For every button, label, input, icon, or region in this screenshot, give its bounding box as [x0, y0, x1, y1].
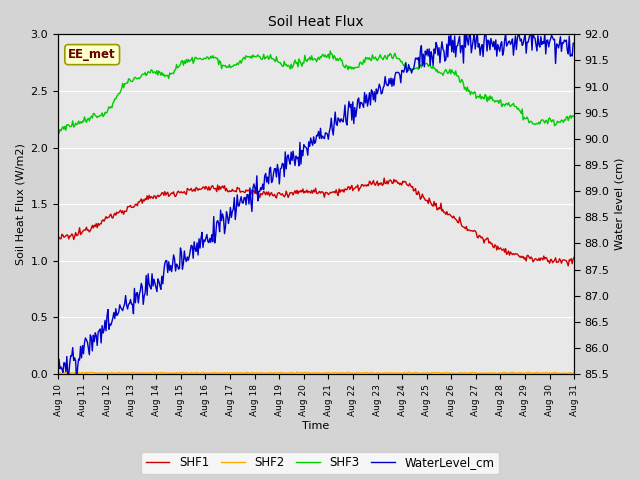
Title: Soil Heat Flux: Soil Heat Flux — [268, 15, 364, 29]
SHF3 — [526, 119, 534, 124]
SHF3 — [570, 113, 578, 119]
SHF1 — [380, 175, 388, 181]
SHF2 — [363, 370, 371, 375]
SHF1 — [361, 182, 369, 188]
Legend: SHF1, SHF2, SHF3, WaterLevel_cm: SHF1, SHF2, SHF3, WaterLevel_cm — [141, 452, 499, 474]
SHF2 — [150, 370, 158, 375]
SHF2 — [186, 371, 193, 377]
SHF1 — [54, 236, 62, 241]
WaterLevel_cm — [151, 281, 159, 287]
WaterLevel_cm — [113, 312, 120, 318]
Y-axis label: Soil Heat Flux (W/m2): Soil Heat Flux (W/m2) — [15, 144, 25, 265]
SHF1 — [112, 212, 120, 218]
WaterLevel_cm — [526, 31, 534, 36]
SHF3 — [150, 69, 158, 75]
SHF2 — [54, 370, 62, 376]
Line: SHF1: SHF1 — [58, 178, 574, 266]
SHF3 — [230, 62, 238, 68]
SHF3 — [54, 131, 62, 137]
SHF1 — [526, 256, 534, 262]
WaterLevel_cm — [547, 36, 554, 42]
Text: EE_met: EE_met — [68, 48, 116, 61]
SHF1 — [230, 188, 238, 194]
SHF2 — [547, 370, 554, 376]
SHF1 — [564, 263, 572, 269]
SHF3 — [546, 115, 554, 121]
Line: WaterLevel_cm: WaterLevel_cm — [58, 30, 574, 383]
SHF1 — [150, 193, 158, 199]
WaterLevel_cm — [529, 27, 537, 33]
SHF2 — [293, 369, 301, 375]
SHF2 — [112, 370, 120, 376]
Y-axis label: Water level (cm): Water level (cm) — [615, 158, 625, 251]
Line: SHF2: SHF2 — [58, 372, 574, 374]
WaterLevel_cm — [73, 380, 81, 385]
SHF1 — [570, 254, 578, 260]
WaterLevel_cm — [570, 40, 578, 46]
SHF2 — [527, 370, 535, 376]
SHF3 — [362, 55, 369, 60]
WaterLevel_cm — [54, 357, 62, 363]
WaterLevel_cm — [232, 216, 239, 222]
SHF2 — [570, 370, 578, 375]
SHF3 — [112, 96, 120, 102]
Line: SHF3: SHF3 — [58, 51, 574, 134]
SHF1 — [546, 261, 554, 266]
X-axis label: Time: Time — [303, 421, 330, 432]
SHF2 — [232, 370, 239, 376]
WaterLevel_cm — [362, 100, 369, 106]
SHF3 — [326, 48, 334, 54]
